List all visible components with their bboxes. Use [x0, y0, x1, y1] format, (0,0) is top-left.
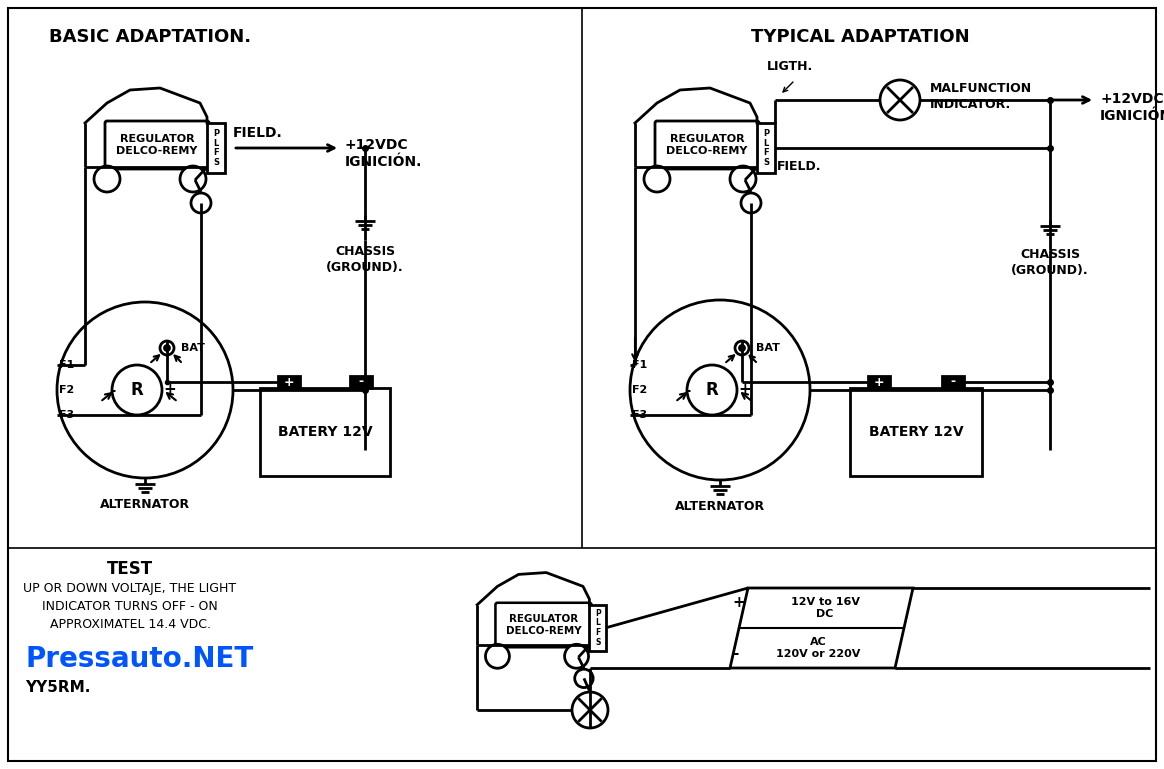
Text: MALFUNCTION
INDICATOR.: MALFUNCTION INDICATOR. [930, 82, 1032, 111]
Bar [868, 376, 890, 388]
Text: +: + [738, 382, 751, 398]
Circle shape [565, 644, 589, 668]
Text: -: - [108, 382, 115, 398]
Text: +: + [163, 382, 176, 398]
Bar [260, 388, 390, 476]
Circle shape [739, 345, 745, 351]
Text: REGULATOR
DELCO-REMY: REGULATOR DELCO-REMY [666, 134, 747, 156]
Text: -: - [951, 375, 956, 388]
Text: +: + [732, 595, 745, 610]
Circle shape [880, 80, 920, 120]
Circle shape [644, 166, 670, 192]
Bar [942, 376, 964, 388]
Text: +12VDC
IGNICIÓN.: +12VDC IGNICIÓN. [345, 138, 423, 169]
Text: F1: F1 [632, 360, 647, 370]
Text: ALTERNATOR: ALTERNATOR [675, 500, 765, 513]
Circle shape [734, 341, 748, 355]
Text: ALTERNATOR: ALTERNATOR [100, 498, 190, 511]
Circle shape [572, 692, 608, 728]
Circle shape [687, 365, 737, 415]
Text: -: - [732, 646, 738, 661]
Circle shape [191, 193, 211, 213]
Circle shape [57, 302, 233, 478]
Text: AC
120V or 220V: AC 120V or 220V [775, 638, 860, 659]
Text: LIGTH.: LIGTH. [767, 60, 814, 73]
Text: P
L
F
S: P L F S [213, 129, 219, 167]
Text: +: + [874, 375, 885, 388]
FancyBboxPatch shape [655, 121, 759, 169]
Text: CHASSIS
(GROUND).: CHASSIS (GROUND). [1012, 248, 1088, 277]
Text: -: - [359, 375, 363, 388]
Bar [278, 376, 300, 388]
Circle shape [159, 341, 173, 355]
Circle shape [94, 166, 120, 192]
Circle shape [180, 166, 206, 192]
Circle shape [630, 300, 810, 480]
Text: BAT: BAT [755, 343, 780, 353]
Text: F2: F2 [632, 385, 647, 395]
Circle shape [485, 644, 510, 668]
Text: REGULATOR
DELCO-REMY: REGULATOR DELCO-REMY [116, 134, 198, 156]
FancyBboxPatch shape [496, 603, 591, 647]
Circle shape [730, 166, 755, 192]
Text: F2: F2 [59, 385, 74, 395]
Text: UP OR DOWN VOLTAJE, THE LIGHT
INDICATOR TURNS OFF - ON
APPROXIMATEL 14.4 VDC.: UP OR DOWN VOLTAJE, THE LIGHT INDICATOR … [23, 582, 236, 631]
Text: +: + [284, 375, 294, 388]
FancyBboxPatch shape [105, 121, 210, 169]
Text: FIELD.: FIELD. [233, 126, 283, 140]
Polygon shape [730, 588, 913, 668]
Text: FIELD.: FIELD. [778, 160, 822, 173]
Bar [350, 376, 372, 388]
Text: F3: F3 [59, 410, 74, 420]
Bar [207, 123, 225, 173]
Text: TYPICAL ADAPTATION: TYPICAL ADAPTATION [751, 28, 970, 46]
Text: 12V to 16V
DC: 12V to 16V DC [790, 598, 859, 619]
Text: TEST: TEST [107, 560, 152, 578]
Text: CHASSIS
(GROUND).: CHASSIS (GROUND). [326, 245, 404, 274]
Circle shape [112, 365, 162, 415]
Bar [850, 388, 982, 476]
Text: F3: F3 [632, 410, 647, 420]
Text: F1: F1 [59, 360, 74, 370]
Text: BAT: BAT [180, 343, 205, 353]
Bar [589, 604, 606, 651]
Text: -: - [683, 382, 690, 398]
Text: BASIC ADAPTATION.: BASIC ADAPTATION. [49, 28, 251, 46]
Text: BATERY 12V: BATERY 12V [278, 425, 372, 439]
Text: P
L
F
S: P L F S [762, 129, 769, 167]
Text: YY5RM.: YY5RM. [24, 680, 91, 695]
Circle shape [741, 193, 761, 213]
Text: P
L
F
S: P L F S [595, 609, 601, 647]
Text: BATERY 12V: BATERY 12V [868, 425, 964, 439]
Text: +12VDC
IGNICIÓN.: +12VDC IGNICIÓN. [1100, 92, 1164, 123]
Text: R: R [130, 381, 143, 399]
Circle shape [164, 345, 170, 351]
Text: Pressauto.NET: Pressauto.NET [24, 645, 254, 673]
Circle shape [575, 669, 594, 687]
Text: R: R [705, 381, 718, 399]
Text: REGULATOR
DELCO-REMY: REGULATOR DELCO-REMY [505, 614, 581, 636]
Bar [757, 123, 775, 173]
